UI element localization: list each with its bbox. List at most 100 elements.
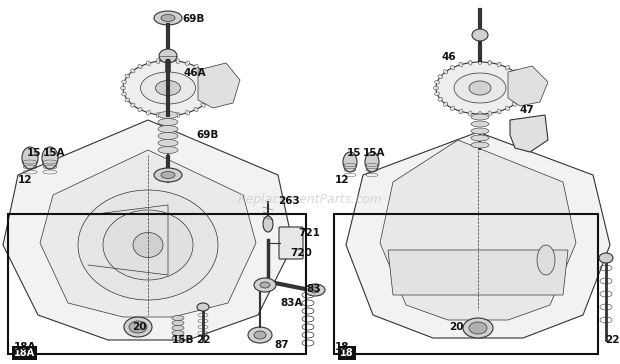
Ellipse shape bbox=[254, 278, 276, 292]
Ellipse shape bbox=[459, 109, 463, 114]
Ellipse shape bbox=[158, 139, 178, 146]
Ellipse shape bbox=[172, 320, 184, 325]
Ellipse shape bbox=[478, 111, 482, 116]
Ellipse shape bbox=[512, 70, 516, 74]
Ellipse shape bbox=[206, 74, 211, 78]
Ellipse shape bbox=[469, 81, 491, 95]
Ellipse shape bbox=[158, 146, 178, 154]
Ellipse shape bbox=[172, 336, 184, 340]
Ellipse shape bbox=[22, 147, 38, 169]
Ellipse shape bbox=[471, 142, 489, 148]
Ellipse shape bbox=[505, 66, 510, 70]
Ellipse shape bbox=[172, 331, 184, 336]
Text: 18: 18 bbox=[340, 348, 353, 358]
Text: 22: 22 bbox=[196, 335, 211, 345]
Text: 69B: 69B bbox=[196, 130, 218, 140]
Ellipse shape bbox=[176, 112, 180, 117]
Ellipse shape bbox=[472, 29, 488, 41]
Ellipse shape bbox=[197, 303, 209, 311]
Ellipse shape bbox=[133, 233, 163, 257]
Text: 83: 83 bbox=[306, 284, 321, 294]
Ellipse shape bbox=[201, 69, 205, 73]
Text: 69B: 69B bbox=[182, 14, 205, 24]
Text: 18: 18 bbox=[335, 342, 350, 352]
Ellipse shape bbox=[141, 72, 195, 104]
Ellipse shape bbox=[435, 80, 440, 84]
Ellipse shape bbox=[129, 321, 147, 333]
Ellipse shape bbox=[260, 282, 270, 288]
Ellipse shape bbox=[156, 59, 160, 64]
Ellipse shape bbox=[537, 245, 555, 275]
Ellipse shape bbox=[471, 128, 489, 134]
Ellipse shape bbox=[122, 80, 126, 84]
Ellipse shape bbox=[343, 152, 357, 172]
Ellipse shape bbox=[103, 210, 193, 280]
Text: 15B: 15B bbox=[172, 335, 195, 345]
Text: 83A: 83A bbox=[280, 298, 303, 308]
Ellipse shape bbox=[512, 102, 516, 106]
Ellipse shape bbox=[248, 327, 272, 343]
Ellipse shape bbox=[505, 106, 510, 111]
Ellipse shape bbox=[131, 69, 135, 73]
Ellipse shape bbox=[488, 60, 492, 65]
Text: 12: 12 bbox=[335, 175, 350, 185]
Ellipse shape bbox=[436, 62, 524, 114]
Ellipse shape bbox=[122, 92, 126, 96]
Ellipse shape bbox=[469, 60, 472, 65]
Ellipse shape bbox=[254, 331, 266, 339]
Ellipse shape bbox=[211, 86, 216, 90]
Ellipse shape bbox=[194, 107, 198, 112]
Ellipse shape bbox=[185, 61, 190, 66]
Ellipse shape bbox=[124, 317, 152, 337]
Ellipse shape bbox=[471, 121, 489, 127]
Ellipse shape bbox=[365, 152, 379, 172]
Text: 18A: 18A bbox=[14, 342, 37, 352]
Ellipse shape bbox=[123, 60, 213, 115]
Ellipse shape bbox=[125, 74, 130, 78]
Ellipse shape bbox=[158, 111, 178, 119]
Ellipse shape bbox=[263, 216, 273, 232]
Ellipse shape bbox=[158, 119, 178, 126]
Ellipse shape bbox=[138, 107, 142, 112]
Ellipse shape bbox=[185, 110, 190, 115]
Ellipse shape bbox=[599, 253, 613, 263]
Ellipse shape bbox=[443, 70, 448, 74]
Ellipse shape bbox=[497, 109, 501, 114]
Polygon shape bbox=[388, 250, 568, 295]
Text: 20: 20 bbox=[449, 322, 464, 332]
FancyBboxPatch shape bbox=[279, 227, 303, 259]
Text: 15: 15 bbox=[347, 148, 361, 158]
Text: 263: 263 bbox=[278, 196, 299, 206]
Ellipse shape bbox=[146, 61, 151, 66]
Ellipse shape bbox=[161, 15, 175, 21]
Polygon shape bbox=[510, 115, 548, 152]
Ellipse shape bbox=[146, 110, 151, 115]
Polygon shape bbox=[346, 132, 610, 338]
Ellipse shape bbox=[161, 171, 175, 178]
Ellipse shape bbox=[469, 322, 487, 334]
Polygon shape bbox=[198, 63, 240, 108]
Ellipse shape bbox=[517, 75, 522, 79]
Ellipse shape bbox=[520, 92, 525, 96]
Text: 720: 720 bbox=[290, 248, 312, 258]
Ellipse shape bbox=[158, 126, 178, 132]
Polygon shape bbox=[508, 66, 548, 106]
Ellipse shape bbox=[497, 62, 501, 67]
Ellipse shape bbox=[78, 190, 218, 300]
Ellipse shape bbox=[210, 92, 215, 96]
Text: 46: 46 bbox=[441, 52, 456, 62]
Ellipse shape bbox=[138, 64, 142, 69]
Polygon shape bbox=[3, 120, 293, 340]
Text: 47: 47 bbox=[519, 105, 534, 115]
Ellipse shape bbox=[154, 11, 182, 25]
Ellipse shape bbox=[443, 102, 448, 106]
Ellipse shape bbox=[311, 287, 319, 293]
Ellipse shape bbox=[305, 284, 325, 296]
Text: ReplacementParts.com: ReplacementParts.com bbox=[237, 194, 383, 206]
Ellipse shape bbox=[172, 316, 184, 320]
Text: 18A: 18A bbox=[14, 348, 35, 358]
Ellipse shape bbox=[438, 97, 443, 101]
Text: 15A: 15A bbox=[363, 148, 386, 158]
Ellipse shape bbox=[454, 73, 506, 103]
Ellipse shape bbox=[166, 113, 170, 118]
